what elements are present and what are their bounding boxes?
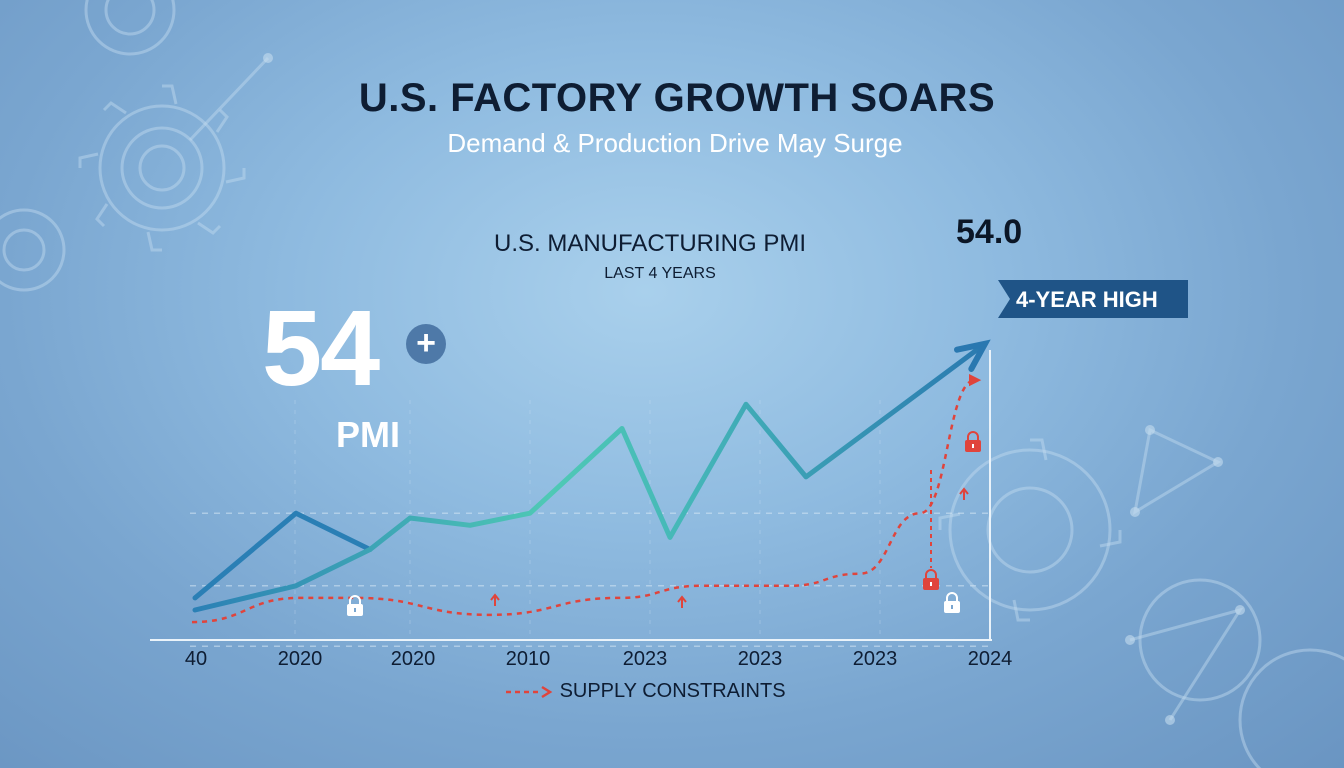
- arrow-up-icon: [490, 593, 500, 606]
- pmi-callout-label: PMI: [336, 414, 401, 455]
- x-tick-label: 2020: [390, 648, 436, 670]
- pmi-line: [192, 341, 988, 613]
- legend-label-supply: SUPPLY CONSTRAINTS: [559, 680, 786, 702]
- gear-icon: [78, 84, 246, 252]
- lock-icon: [944, 592, 960, 613]
- gear-icon: [938, 438, 1122, 622]
- high-badge: 4-YEAR HIGH: [998, 280, 1188, 318]
- badge-shape: [998, 280, 1188, 318]
- chart-subtitle: LAST 4 YEARS: [604, 265, 716, 282]
- arrow-up-icon: [959, 487, 969, 500]
- pmi-callout-value: 54: [262, 287, 380, 408]
- arrow-up-icon: [953, 339, 991, 372]
- arrow-up-icon: [677, 595, 687, 608]
- page-title: U.S. FACTORY GROWTH SOARS: [358, 76, 996, 120]
- chart-axes: [150, 350, 992, 641]
- x-tick-label: 2023: [622, 648, 668, 670]
- lock-icon: [347, 595, 363, 616]
- chart-series: [191, 339, 991, 624]
- gear-icon: [1138, 578, 1344, 768]
- gear-icon: [84, 0, 176, 56]
- end-value-label: 54.0: [956, 213, 1023, 251]
- lock-icon: [923, 569, 939, 590]
- chart-icons: [347, 431, 981, 616]
- pmi-line-upper: [192, 510, 373, 601]
- page-subtitle: Demand & Production Drive May Surge: [447, 128, 903, 158]
- chart-title: U.S. MANUFACTURING PMI: [493, 230, 806, 257]
- chart-grid: [190, 400, 990, 648]
- x-tick-label: 2024: [967, 648, 1013, 670]
- x-tick-label: 40: [184, 648, 208, 670]
- x-tick-label: 2023: [737, 648, 783, 670]
- x-tick-label: 2020: [277, 648, 323, 670]
- badge-label: 4-YEAR HIGH: [1016, 287, 1158, 312]
- supply-constraints-line: [191, 373, 982, 624]
- x-tick-label: 2010: [505, 648, 551, 670]
- chart-legend: SUPPLY CONSTRAINTS: [504, 680, 786, 702]
- legend-swatch-supply: [506, 685, 553, 698]
- gear-icon: [0, 208, 66, 292]
- plus-icon: +: [406, 324, 446, 364]
- x-tick-label: 2023: [852, 648, 898, 670]
- lock-icon: [965, 431, 981, 452]
